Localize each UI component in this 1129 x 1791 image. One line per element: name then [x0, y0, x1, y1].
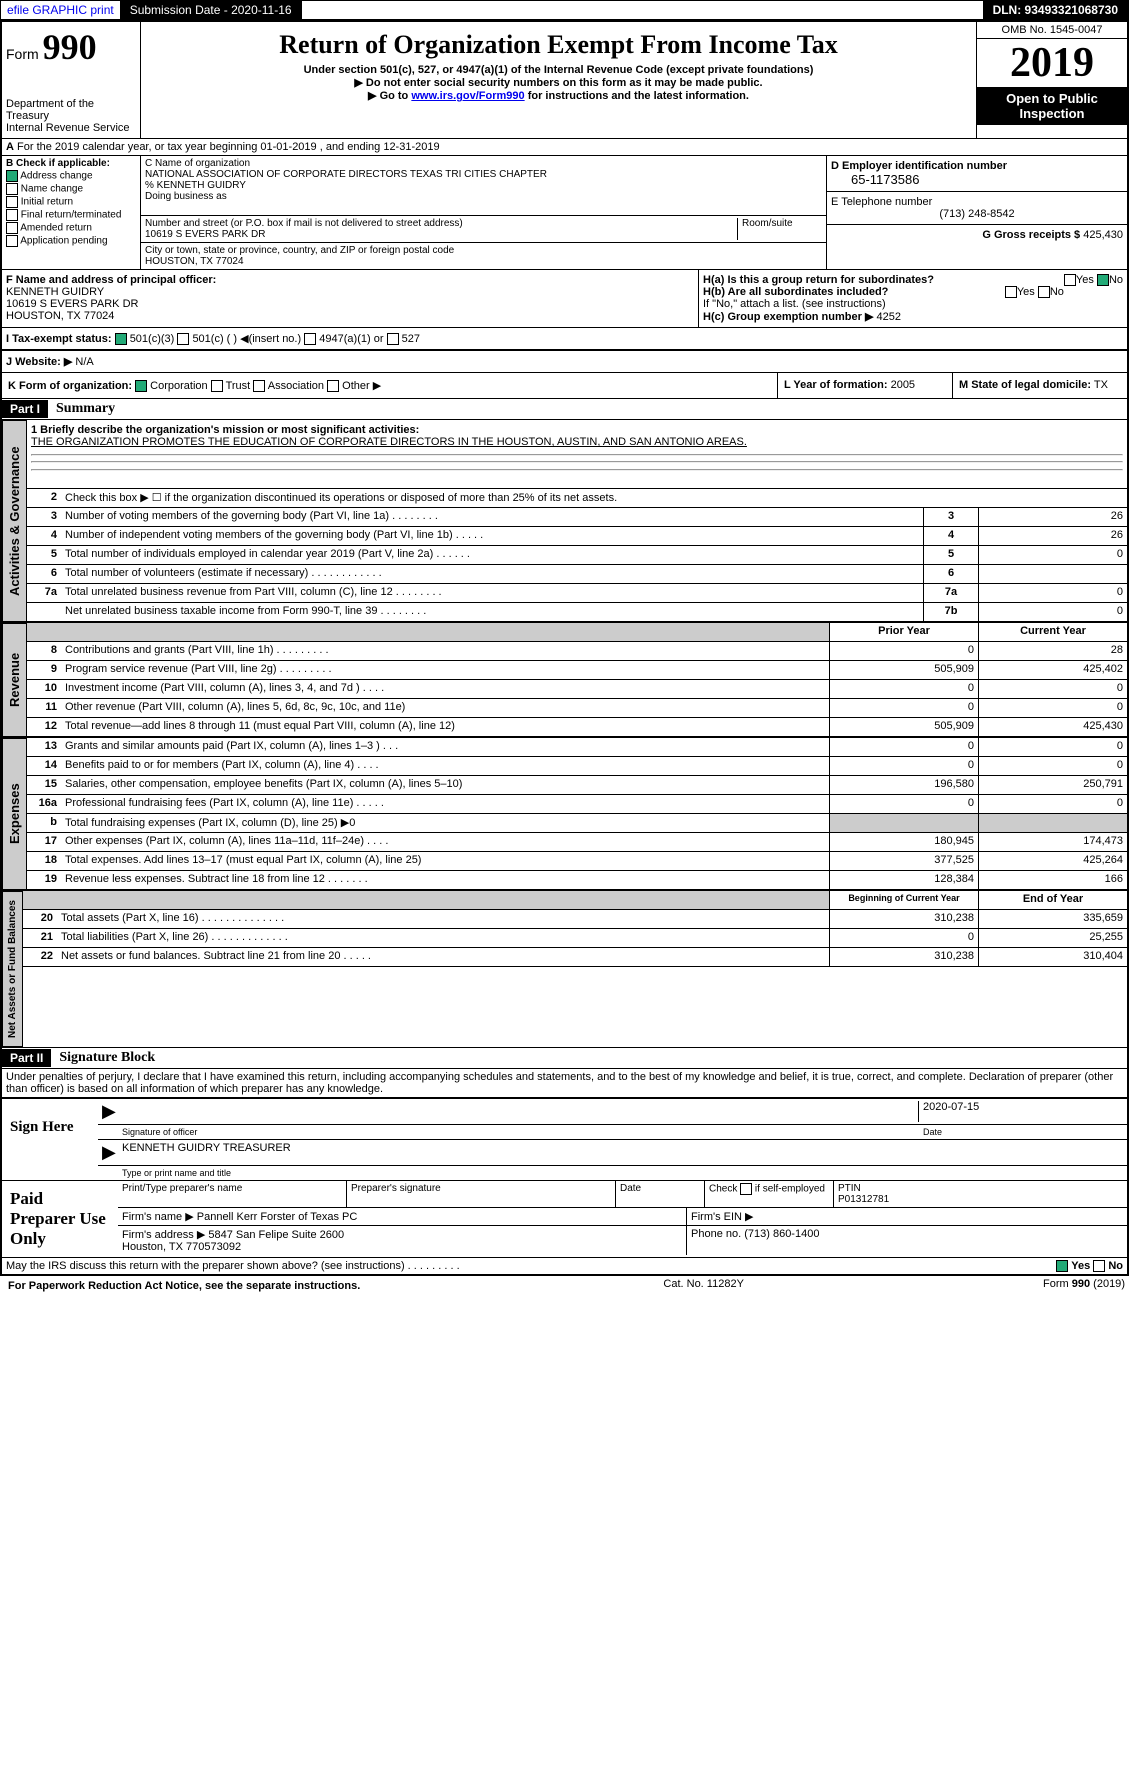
cb-amended[interactable] — [6, 222, 18, 234]
part-2-title: Signature Block — [51, 1048, 163, 1068]
line-7a: 7aTotal unrelated business revenue from … — [27, 584, 1127, 603]
line-18: 18Total expenses. Add lines 13–17 (must … — [27, 852, 1127, 871]
ptin: P01312781 — [838, 1194, 889, 1205]
cb-hb-yes[interactable] — [1005, 286, 1017, 298]
line-16a: 16aProfessional fundraising fees (Part I… — [27, 795, 1127, 814]
section-k: K Form of organization: Corporation Trus… — [2, 373, 777, 398]
tab-net-assets: Net Assets or Fund Balances — [2, 891, 23, 1047]
cb-self-employed[interactable] — [740, 1183, 752, 1195]
officer-name: KENNETH GUIDRY TREASURER — [122, 1142, 291, 1163]
line-8: 8Contributions and grants (Part VIII, li… — [27, 642, 1127, 661]
subtitle-1: Under section 501(c), 527, or 4947(a)(1)… — [145, 64, 972, 76]
dln: DLN: 93493321068730 — [983, 1, 1128, 19]
form-footer: Form 990 (2019) — [1043, 1278, 1125, 1294]
form-number: Form 990 — [6, 26, 136, 68]
line-12: 12Total revenue—add lines 8 through 11 (… — [27, 718, 1127, 737]
form-990: Form 990 Department of the Treasury Inte… — [0, 20, 1129, 1276]
line-3: 3Number of voting members of the governi… — [27, 508, 1127, 527]
firm-name: Pannell Kerr Forster of Texas PC — [197, 1211, 358, 1223]
line-: Net unrelated business taxable income fr… — [27, 603, 1127, 622]
form-title: Return of Organization Exempt From Incom… — [145, 30, 972, 60]
dept-treasury: Department of the Treasury Internal Reve… — [6, 98, 136, 134]
cb-ha-yes[interactable] — [1064, 274, 1076, 286]
omb-number: OMB No. 1545-0047 — [977, 22, 1127, 39]
submission-date: Submission Date - 2020-11-16 — [120, 1, 302, 19]
part-2-tag: Part II — [2, 1049, 51, 1067]
tab-revenue: Revenue — [2, 623, 27, 737]
sign-here-label: Sign Here — [2, 1099, 98, 1180]
line-19: 19Revenue less expenses. Subtract line 1… — [27, 871, 1127, 890]
cb-app-pending[interactable] — [6, 235, 18, 247]
line-b: bTotal fundraising expenses (Part IX, co… — [27, 814, 1127, 833]
mission-text: THE ORGANIZATION PROMOTES THE EDUCATION … — [31, 436, 747, 448]
org-city: HOUSTON, TX 77024 — [145, 256, 244, 267]
section-b: B Check if applicable: Address change Na… — [2, 156, 141, 269]
col-eoy: End of Year — [978, 891, 1127, 909]
section-j: J Website: ▶ N/A — [2, 350, 1127, 372]
section-f: F Name and address of principal officer:… — [2, 270, 699, 327]
efile-link[interactable]: efile GRAPHIC print — [1, 1, 120, 19]
cb-name-change[interactable] — [6, 183, 18, 195]
firm-phone: (713) 860-1400 — [744, 1228, 819, 1240]
open-to-public: Open to Public Inspection — [977, 87, 1127, 125]
line-17: 17Other expenses (Part IX, column (A), l… — [27, 833, 1127, 852]
tab-governance: Activities & Governance — [2, 420, 27, 622]
part-1-title: Summary — [48, 399, 123, 419]
line-5: 5Total number of individuals employed in… — [27, 546, 1127, 565]
line-14: 14Benefits paid to or for members (Part … — [27, 757, 1127, 776]
pwra-notice: For Paperwork Reduction Act Notice, see … — [4, 1278, 364, 1294]
gross-receipts: 425,430 — [1083, 229, 1123, 241]
perjury-text: Under penalties of perjury, I declare th… — [2, 1068, 1127, 1097]
col-boy: Beginning of Current Year — [829, 891, 978, 909]
sign-date: 2020-07-15 — [918, 1101, 1123, 1122]
cb-corp[interactable] — [135, 380, 147, 392]
cb-discuss-yes[interactable] — [1056, 1260, 1068, 1272]
cb-hb-no[interactable] — [1038, 286, 1050, 298]
line-2: Check this box ▶ ☐ if the organization d… — [61, 489, 1127, 507]
discuss-text: May the IRS discuss this return with the… — [6, 1260, 460, 1272]
tab-expenses: Expenses — [2, 738, 27, 890]
row-a: A For the 2019 calendar year, or tax yea… — [2, 138, 1127, 155]
mission-block: 1 Briefly describe the organization's mi… — [27, 420, 1127, 489]
irs-link[interactable]: www.irs.gov/Form990 — [411, 90, 524, 102]
ein-label: D Employer identification number — [831, 160, 1007, 172]
cb-discuss-no[interactable] — [1093, 1260, 1105, 1272]
cb-address-change[interactable] — [6, 170, 18, 182]
line-13: 13Grants and similar amounts paid (Part … — [27, 738, 1127, 757]
line-21: 21Total liabilities (Part X, line 26) . … — [23, 929, 1127, 948]
line-15: 15Salaries, other compensation, employee… — [27, 776, 1127, 795]
line-20: 20Total assets (Part X, line 16) . . . .… — [23, 910, 1127, 929]
line-6: 6Total number of volunteers (estimate if… — [27, 565, 1127, 584]
line-11: 11Other revenue (Part VIII, column (A), … — [27, 699, 1127, 718]
section-c: C Name of organizationNATIONAL ASSOCIATI… — [141, 156, 826, 269]
cb-ha-no[interactable] — [1097, 274, 1109, 286]
subtitle-3: ▶ Go to www.irs.gov/Form990 for instruct… — [145, 89, 972, 102]
top-bar: efile GRAPHIC print Submission Date - 20… — [0, 0, 1129, 20]
gross-label: G Gross receipts $ — [982, 229, 1080, 241]
group-exemption: 4252 — [876, 311, 900, 323]
section-m: M State of legal domicile: TX — [952, 373, 1127, 398]
section-l: L Year of formation: 2005 — [777, 373, 952, 398]
org-name: NATIONAL ASSOCIATION OF CORPORATE DIRECT… — [145, 169, 547, 180]
phone: (713) 248-8542 — [831, 208, 1123, 220]
line-22: 22Net assets or fund balances. Subtract … — [23, 948, 1127, 967]
line-10: 10Investment income (Part VIII, column (… — [27, 680, 1127, 699]
cb-501c3[interactable] — [115, 333, 127, 345]
phone-label: E Telephone number — [831, 196, 932, 208]
section-h: H(a) Is this a group return for subordin… — [699, 270, 1127, 327]
line-4: 4Number of independent voting members of… — [27, 527, 1127, 546]
cb-initial-return[interactable] — [6, 196, 18, 208]
subtitle-2: ▶ Do not enter social security numbers o… — [145, 76, 972, 89]
cat-no: Cat. No. 11282Y — [663, 1278, 744, 1294]
org-address: 10619 S EVERS PARK DR — [145, 229, 265, 240]
cb-final-return[interactable] — [6, 209, 18, 221]
ein: 65-1173586 — [831, 172, 1123, 187]
part-1-tag: Part I — [2, 400, 48, 418]
line-9: 9Program service revenue (Part VIII, lin… — [27, 661, 1127, 680]
col-current-year: Current Year — [978, 623, 1127, 641]
col-prior-year: Prior Year — [829, 623, 978, 641]
paid-preparer-label: Paid Preparer Use Only — [2, 1181, 118, 1257]
section-i: I Tax-exempt status: 501(c)(3) 501(c) ( … — [2, 327, 1127, 350]
tax-year: 2019 — [977, 39, 1127, 87]
